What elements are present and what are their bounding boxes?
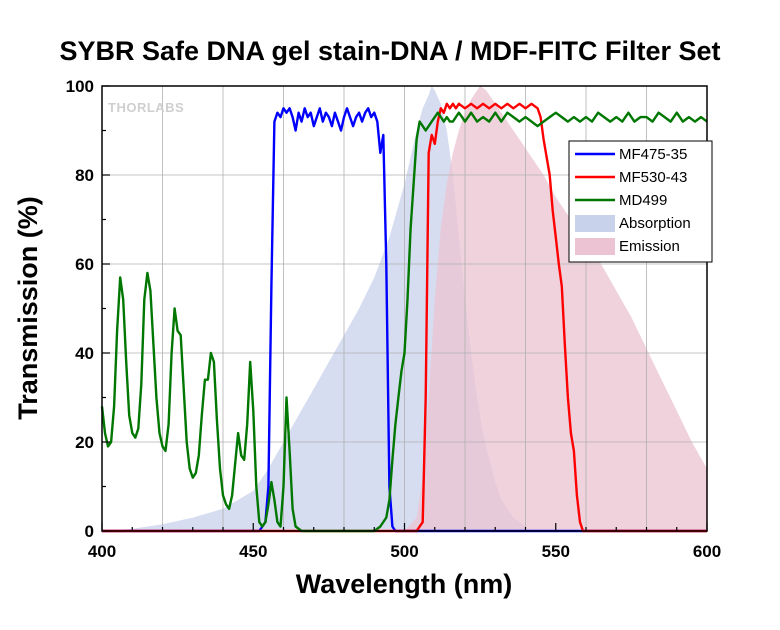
y-tick-label: 100 <box>66 77 94 96</box>
legend-label: MF530-43 <box>619 169 687 186</box>
legend-swatch <box>575 238 615 255</box>
thorlabs-watermark: THORLABS <box>108 100 184 115</box>
series-mf475-35 <box>102 107 707 533</box>
legend-label: Absorption <box>619 215 691 232</box>
area-absorption <box>102 86 526 531</box>
x-axis-title: Wavelength (nm) <box>296 569 513 599</box>
y-tick-label: 40 <box>75 344 94 363</box>
x-tick-label: 400 <box>88 542 116 561</box>
x-tick-label: 600 <box>693 542 721 561</box>
y-axis-title: Transmission (%) <box>13 196 43 420</box>
legend-label: Emission <box>619 238 680 255</box>
x-tick-label: 550 <box>542 542 570 561</box>
series-mf530-43 <box>102 102 707 533</box>
series-md499 <box>100 111 708 533</box>
x-tick-label: 500 <box>390 542 418 561</box>
y-tick-label: 20 <box>75 433 94 452</box>
legend-label: MD499 <box>619 192 667 209</box>
chart-title: SYBR Safe DNA gel stain-DNA / MDF-FITC F… <box>59 36 721 66</box>
area-emission <box>404 86 707 531</box>
legend-label: MF475-35 <box>619 146 687 163</box>
y-tick-label: 60 <box>75 255 94 274</box>
x-tick-label: 450 <box>239 542 267 561</box>
legend-swatch <box>575 215 615 232</box>
y-tick-label: 80 <box>75 166 94 185</box>
legend: MF475-35 MF530-43 MD499 Absorption Emission <box>568 140 713 263</box>
y-tick-label: 0 <box>85 522 94 541</box>
